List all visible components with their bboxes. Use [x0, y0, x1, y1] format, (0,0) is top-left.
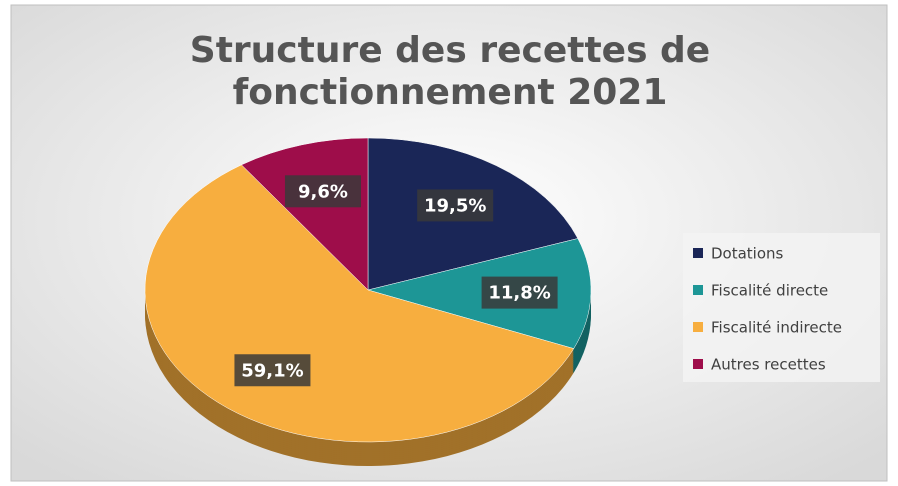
- legend-swatch: [693, 322, 703, 332]
- data-label: 11,8%: [488, 283, 550, 304]
- legend-label: Dotations: [711, 245, 784, 263]
- legend-label: Fiscalité indirecte: [711, 319, 842, 337]
- legend-swatch: [693, 359, 703, 369]
- data-label: 19,5%: [424, 195, 486, 216]
- legend-swatch: [693, 248, 703, 258]
- data-label: 59,1%: [241, 360, 303, 381]
- data-label-box: [234, 354, 311, 387]
- slice: [367, 238, 592, 349]
- data-label-box: [417, 189, 494, 222]
- legend-box: [683, 233, 880, 382]
- data-label-box: [481, 276, 558, 309]
- data-label: 9,6%: [298, 181, 348, 202]
- legend-label: Fiscalité directe: [711, 282, 828, 300]
- legend-label: Autres recettes: [711, 356, 826, 374]
- legend-swatch: [693, 285, 703, 295]
- chart-title: Structure des recettes de fonctionnement…: [189, 30, 711, 113]
- data-label-box: [284, 175, 361, 208]
